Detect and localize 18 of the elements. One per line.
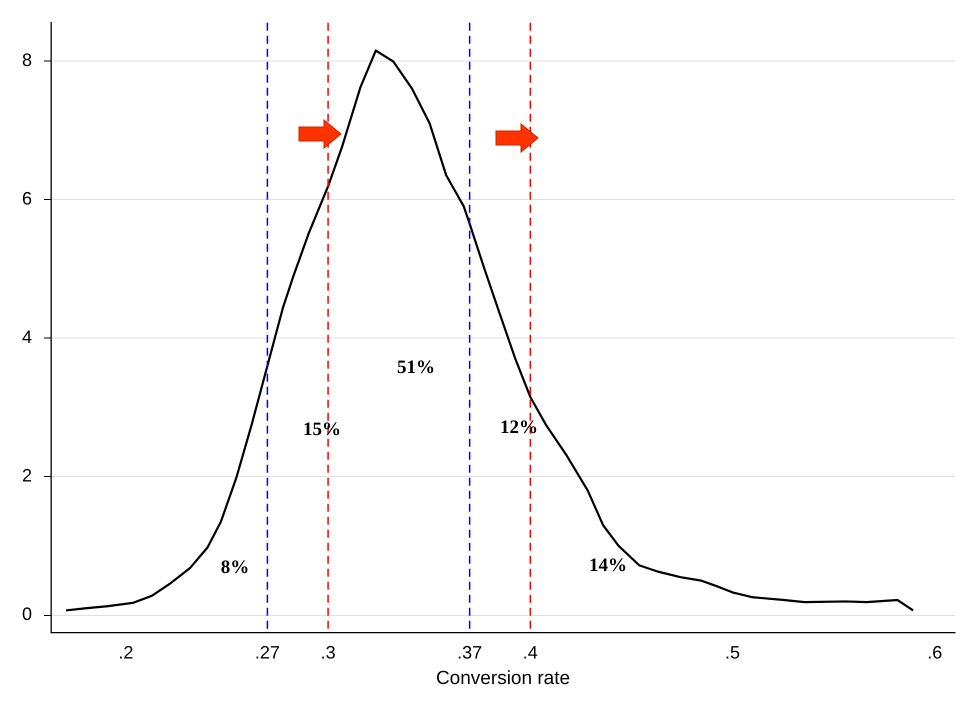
x-tick-label: .4 (522, 642, 538, 662)
y-tick-label: 2 (22, 466, 32, 486)
x-tick-label: .27 (254, 642, 280, 662)
annotation: 12% (500, 416, 538, 438)
x-tick-label: .6 (927, 642, 942, 662)
y-tick-label: 0 (22, 604, 32, 624)
x-tick-label: .2 (118, 642, 134, 662)
y-tick-label: 6 (22, 188, 32, 208)
x-tick-label: .37 (457, 642, 482, 662)
y-tick-label: 4 (22, 327, 32, 348)
annotation: 51% (397, 356, 435, 378)
annotation: 15% (303, 418, 341, 440)
annotation: 8% (220, 556, 250, 578)
annotation: 14% (589, 554, 627, 576)
x-tick-label: .3 (320, 642, 336, 662)
x-axis-title: Conversion rate (436, 668, 570, 689)
y-tick-label: 8 (22, 50, 32, 70)
x-tick-label: .5 (725, 642, 740, 662)
